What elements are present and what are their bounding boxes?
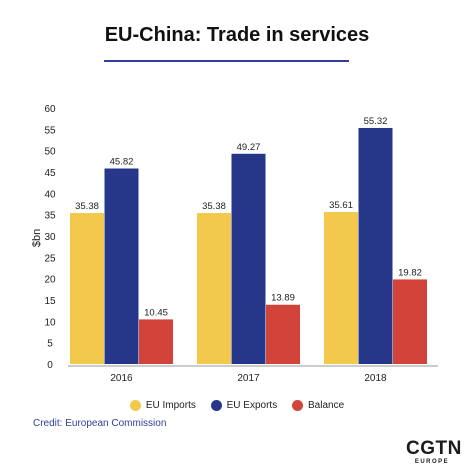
- data-label: 13.89: [271, 293, 295, 304]
- bar-eu-imports-2018: [324, 212, 358, 364]
- y-tick-label: 30: [44, 232, 56, 243]
- y-tick-label: 5: [47, 339, 53, 350]
- x-axis-ticks: 2016 2017 2018: [110, 373, 387, 384]
- logo-main-text: CGTN: [406, 438, 462, 459]
- chart-title: EU-China: Trade in services: [104, 24, 370, 46]
- y-axis-ticks: 0 5 10 15 20 25 30 35 40 45 50 55 60: [44, 104, 56, 371]
- y-tick-label: 20: [44, 275, 56, 286]
- x-tick-label: 2017: [237, 373, 260, 384]
- legend: EU Imports EU Exports Balance: [0, 400, 474, 414]
- cgtn-logo: CGTN EUROPE: [406, 438, 462, 466]
- legend-label: EU Exports: [226, 400, 278, 411]
- y-tick-label: 40: [44, 189, 56, 200]
- y-tick-label: 25: [44, 253, 56, 264]
- y-tick-label: 50: [44, 147, 56, 158]
- bar-balance-2018: [393, 279, 427, 364]
- legend-item-balance: Balance: [292, 400, 344, 411]
- y-tick-label: 15: [44, 296, 56, 307]
- legend-dot-icon: [129, 400, 141, 411]
- logo-sub-text: EUROPE: [414, 459, 450, 465]
- y-tick-label: 45: [44, 168, 56, 179]
- bar-eu-exports-2016: [104, 168, 139, 364]
- bar-balance-2016: [139, 319, 173, 364]
- bar-balance-2017: [266, 304, 300, 364]
- data-label: 35.61: [329, 200, 353, 211]
- x-tick-label: 2016: [110, 373, 133, 384]
- bars: 35.38 45.82 10.45 35.38 49.27 13.89 35.61 55.32…: [70, 116, 427, 364]
- y-axis-label: $bn: [31, 229, 43, 247]
- y-tick-label: 35: [44, 211, 56, 222]
- y-tick-label: 55: [44, 125, 56, 136]
- title-underline: [104, 60, 349, 62]
- credit-text: Credit: European Commission: [33, 418, 167, 429]
- legend-label: Balance: [308, 400, 345, 411]
- bar-eu-exports-2017: [231, 153, 266, 364]
- y-tick-label: 0: [47, 360, 53, 371]
- data-label: 35.38: [202, 201, 226, 212]
- x-tick-label: 2018: [364, 373, 387, 384]
- bar-eu-imports-2017: [197, 213, 231, 364]
- data-label: 49.27: [237, 142, 261, 153]
- legend-dot-icon: [210, 400, 222, 411]
- data-label: 45.82: [110, 157, 134, 168]
- legend-item-eu-exports: EU Exports: [210, 400, 278, 411]
- legend-dot-icon: [292, 400, 303, 411]
- legend-label: EU Imports: [145, 400, 196, 411]
- y-tick-label: 10: [44, 317, 56, 328]
- legend-item-eu-imports: EU Imports: [129, 400, 196, 411]
- y-tick-label: 60: [44, 104, 56, 115]
- bar-eu-exports-2018: [358, 127, 393, 364]
- data-label: 19.82: [398, 267, 422, 278]
- data-label: 10.45: [144, 307, 168, 318]
- data-label: 55.32: [364, 116, 388, 127]
- data-label: 35.38: [75, 201, 99, 212]
- bar-eu-imports-2016: [70, 213, 104, 364]
